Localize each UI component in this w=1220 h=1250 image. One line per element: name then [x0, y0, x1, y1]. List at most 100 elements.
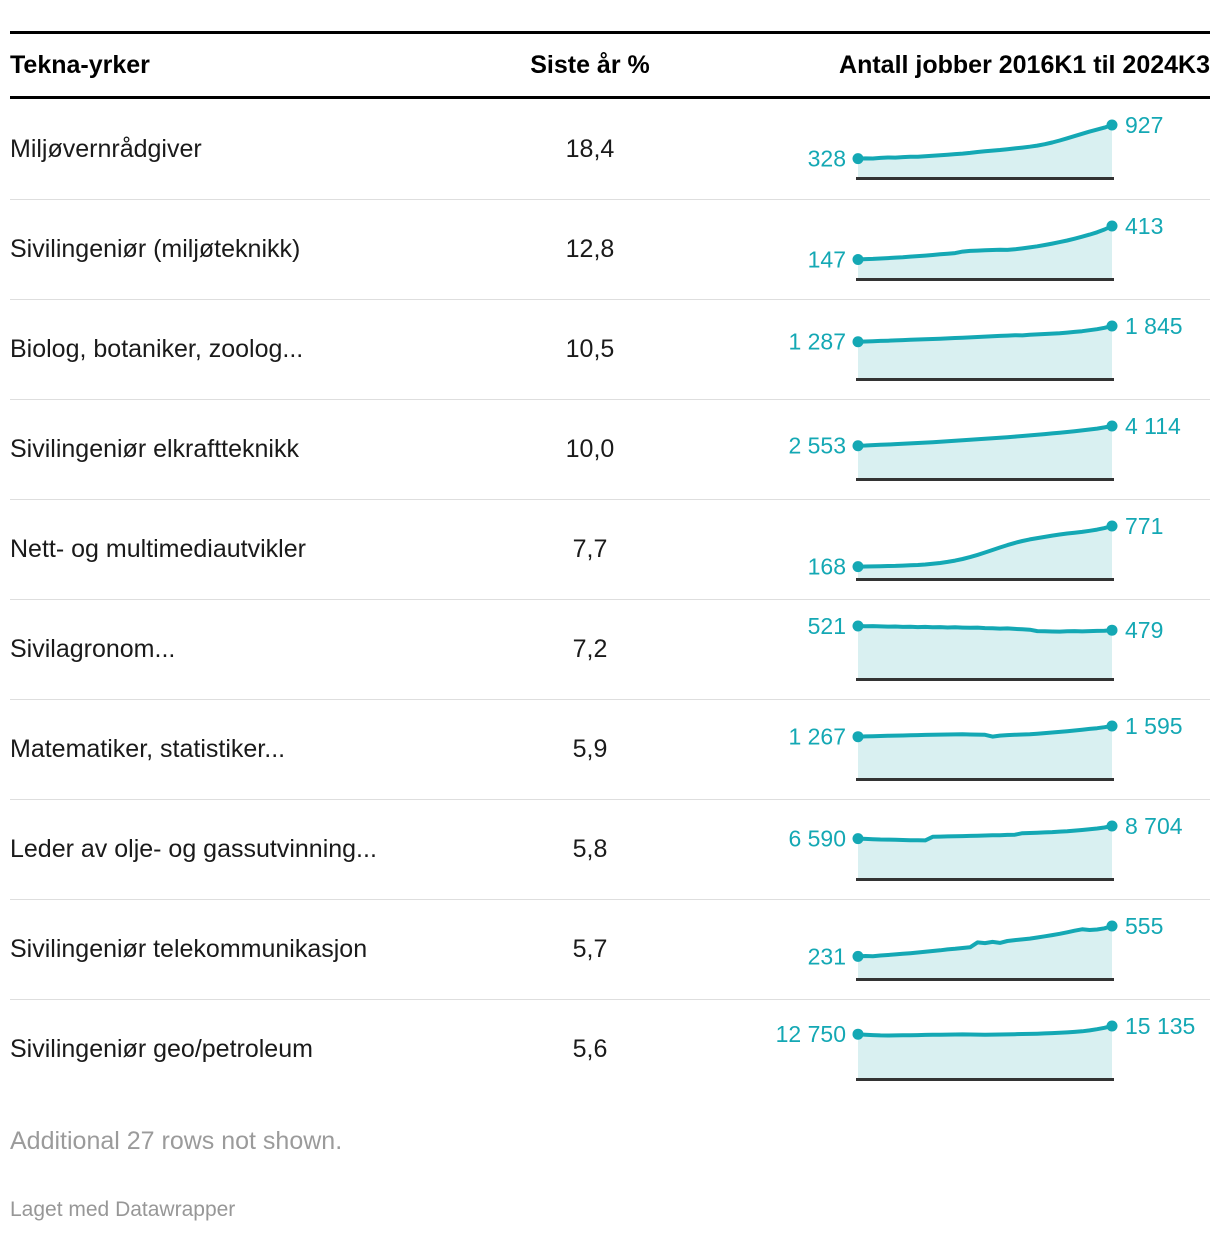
sparkline-chart: 6 590 8 704: [788, 813, 1183, 881]
sparkline-chart: 2 553 4 114: [788, 413, 1181, 481]
sparkline-start-value: 147: [808, 246, 846, 272]
profession-label: Sivilingeniør (miljøteknikk): [10, 235, 301, 263]
sparkline-line: [856, 523, 1114, 569]
sparkline-start-dot: [852, 153, 864, 165]
sparkline-end-value: 1 845: [1125, 313, 1183, 339]
sparkline-end-value: 927: [1125, 112, 1163, 138]
sparkline-cell: 168 771: [710, 508, 1210, 592]
sparkline-start-dot: [852, 335, 864, 347]
sparkline-area: [858, 325, 1112, 378]
table-row: Sivilingeniør elkraftteknikk 10,0 2 553 4…: [10, 399, 1210, 499]
sparkline-chart: 168 771: [808, 513, 1163, 581]
table-row: Matematiker, statistiker... 5,9 1 267 1 5…: [10, 699, 1210, 799]
sparkline-chart: 1 267 1 595: [788, 713, 1183, 781]
sparkline-end-dot: [1106, 119, 1118, 131]
sparkline-area: [858, 625, 1112, 678]
sparkline-chart: 521 479: [808, 613, 1163, 681]
sparkline-start-dot: [852, 730, 864, 742]
sparkline-line: [856, 423, 1114, 448]
percent-value: 5,9: [572, 735, 608, 763]
sparkline-area: [858, 1025, 1112, 1078]
sparkline-cell: 521 479: [710, 608, 1210, 692]
sparkline-line: [856, 1023, 1114, 1037]
percent-value: 10,0: [565, 435, 615, 463]
sparkline-cell: 1 287 1 845: [710, 308, 1210, 392]
sparkline-cell: 328 927: [710, 107, 1210, 191]
sparkline-start-value: 521: [808, 613, 846, 639]
sparkline-start-value: 1 287: [788, 328, 846, 354]
sparkline-end-value: 479: [1125, 617, 1163, 643]
sparkline-start-dot: [852, 253, 864, 265]
sparkline-start-value: 2 553: [788, 432, 846, 458]
sparkline-end-value: 4 114: [1125, 413, 1181, 439]
sparkline-start-value: 6 590: [788, 825, 846, 851]
percent-value: 7,7: [572, 535, 608, 563]
sparkline-start-dot: [852, 1028, 864, 1040]
sparkline-start-value: 12 750: [776, 1021, 846, 1047]
sparkline-start-dot: [852, 439, 864, 451]
profession-label: Nett- og multimediautvikler: [10, 535, 306, 563]
sparkline-end-dot: [1106, 624, 1118, 636]
datawrapper-credit[interactable]: Laget med Datawrapper: [10, 1198, 236, 1221]
sparkline-end-value: 1 595: [1125, 713, 1183, 739]
sparkline-end-value: 771: [1125, 513, 1163, 539]
sparkline-area: [858, 925, 1112, 978]
profession-label: Leder av olje- og gassutvinning...: [10, 835, 377, 863]
percent-value: 7,2: [572, 635, 608, 663]
sparkline-line: [856, 623, 1114, 634]
percent-value: 18,4: [565, 134, 615, 163]
jobs-table-chart: Tekna-yrker Siste år % Antall jobber 201…: [10, 31, 1210, 1221]
sparkline-chart: 147 413: [808, 213, 1163, 281]
sparkline-area: [858, 125, 1112, 177]
percent-value: 10,5: [565, 335, 615, 363]
profession-label: Matematiker, statistiker...: [10, 735, 286, 763]
table-body: Miljøvernrådgiver 18,4 328 927 Sivilingen…: [10, 99, 1210, 1099]
sparkline-end-value: 555: [1125, 913, 1163, 939]
rows-not-shown-note: Additional 27 rows not shown.: [10, 1127, 343, 1155]
sparkline-cell: 12 750 15 135: [710, 1008, 1210, 1092]
sparkline-end-dot: [1106, 720, 1118, 731]
sparkline-start-dot: [852, 950, 864, 962]
sparkline-start-dot: [852, 832, 864, 844]
column-header-percent: Siste år %: [530, 50, 650, 79]
sparkline-line: [856, 123, 1114, 161]
sparkline-cell: 147 413: [710, 208, 1210, 292]
sparkline-line: [856, 923, 1114, 958]
percent-value: 5,6: [572, 1035, 608, 1063]
sparkline-start-value: 168: [808, 553, 846, 579]
sparkline-end-dot: [1106, 520, 1118, 531]
sparkline-chart: 328 927: [808, 112, 1163, 180]
table-row: Sivilingeniør (miljøteknikk) 12,8 147 413: [10, 199, 1210, 299]
table-row: Miljøvernrådgiver 18,4 328 927: [10, 99, 1210, 199]
sparkline-cell: 231 555: [710, 908, 1210, 992]
sparkline-end-dot: [1106, 820, 1118, 831]
sparkline-start-value: 231: [808, 943, 846, 969]
profession-label: Sivilagronom...: [10, 635, 176, 663]
sparkline-cell: 6 590 8 704: [710, 808, 1210, 892]
sparkline-chart: 1 287 1 845: [788, 313, 1183, 381]
table-row: Sivilingeniør geo/petroleum 5,6 12 750 15…: [10, 999, 1210, 1099]
sparkline-line: [856, 723, 1114, 739]
sparkline-start-dot: [852, 560, 864, 572]
sparkline-line: [856, 323, 1114, 344]
sparkline-end-dot: [1106, 920, 1118, 931]
column-header-profession: Tekna-yrker: [10, 50, 150, 79]
sparkline-chart: 231 555: [808, 913, 1163, 981]
profession-label: Sivilingeniør telekommunikasjon: [10, 935, 368, 963]
sparkline-end-dot: [1106, 320, 1118, 331]
sparkline-chart: 12 750 15 135: [776, 1013, 1195, 1081]
profession-label: Sivilingeniør elkraftteknikk: [10, 435, 299, 463]
sparkline-area: [858, 425, 1112, 478]
sparkline-area: [858, 825, 1112, 878]
sparkline-line: [856, 223, 1114, 261]
sparkline-end-value: 8 704: [1125, 813, 1183, 839]
column-header-jobs: Antall jobber 2016K1 til 2024K3: [839, 50, 1210, 79]
sparkline-start-value: 328: [808, 146, 846, 172]
sparkline-end-value: 413: [1125, 213, 1163, 239]
profession-label: Biolog, botaniker, zoolog...: [10, 335, 304, 363]
percent-value: 5,8: [572, 835, 608, 863]
percent-value: 12,8: [565, 235, 615, 263]
sparkline-cell: 1 267 1 595: [710, 708, 1210, 792]
percent-value: 5,7: [572, 935, 608, 963]
table-row: Sivilingeniør telekommunikasjon 5,7 231 5…: [10, 899, 1210, 999]
